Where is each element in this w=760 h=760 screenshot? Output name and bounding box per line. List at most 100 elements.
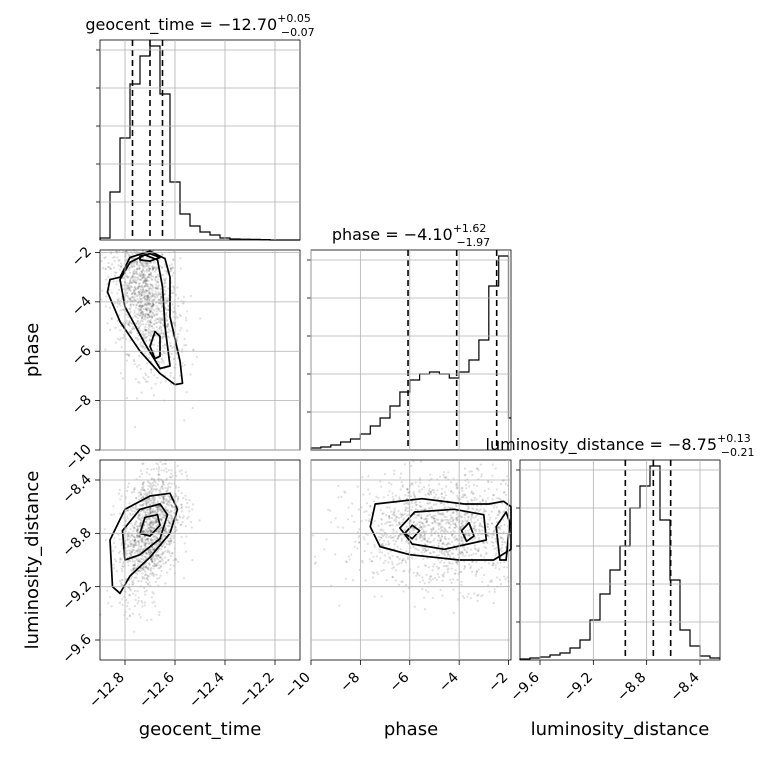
sample-point bbox=[172, 321, 175, 324]
sample-point bbox=[167, 495, 170, 498]
sample-point bbox=[143, 328, 146, 331]
sample-point bbox=[132, 545, 136, 548]
sample-point bbox=[131, 534, 134, 537]
sample-point bbox=[137, 558, 140, 561]
sample-point bbox=[136, 332, 139, 335]
sample-point bbox=[153, 313, 156, 316]
sample-point bbox=[145, 552, 148, 555]
sample-point bbox=[392, 498, 395, 501]
sample-point bbox=[168, 496, 171, 499]
sample-point bbox=[165, 325, 168, 328]
sample-point bbox=[437, 528, 440, 531]
sample-point bbox=[437, 524, 440, 527]
sample-point bbox=[140, 270, 143, 273]
sample-point bbox=[148, 526, 151, 529]
sample-point bbox=[125, 549, 128, 553]
sample-point bbox=[385, 579, 388, 582]
sample-point bbox=[439, 539, 442, 542]
sample-point bbox=[151, 546, 154, 549]
sample-point bbox=[141, 250, 145, 253]
sample-point bbox=[133, 327, 136, 330]
sample-point bbox=[165, 319, 168, 322]
sample-point bbox=[150, 368, 153, 371]
sample-point bbox=[157, 542, 161, 545]
sample-point bbox=[467, 507, 470, 510]
sample-point bbox=[141, 264, 145, 267]
sample-point bbox=[148, 498, 151, 501]
sample-point bbox=[170, 472, 173, 475]
sample-point bbox=[150, 371, 153, 374]
sample-point bbox=[452, 536, 455, 539]
sample-point bbox=[175, 494, 178, 498]
sample-point bbox=[144, 297, 147, 300]
sample-point bbox=[137, 287, 140, 290]
sample-point bbox=[398, 558, 401, 561]
sample-point bbox=[141, 272, 144, 275]
sample-point bbox=[382, 529, 385, 532]
sample-point bbox=[482, 510, 485, 513]
sample-point bbox=[136, 273, 139, 276]
sample-point bbox=[136, 287, 140, 290]
sample-point bbox=[138, 517, 141, 521]
sample-point bbox=[484, 510, 487, 513]
sample-point bbox=[329, 521, 333, 524]
sample-point bbox=[116, 570, 119, 573]
sample-point bbox=[168, 521, 171, 524]
sample-point bbox=[147, 552, 150, 555]
sample-point bbox=[435, 530, 438, 533]
sample-point bbox=[149, 548, 152, 551]
sample-point bbox=[452, 511, 455, 514]
sample-point bbox=[195, 356, 198, 359]
sample-point bbox=[164, 352, 167, 355]
sample-point bbox=[138, 498, 141, 501]
sample-point bbox=[163, 293, 166, 296]
sample-point bbox=[169, 266, 172, 270]
sample-point bbox=[143, 279, 146, 282]
sample-point bbox=[137, 291, 140, 294]
sample-point bbox=[161, 273, 165, 277]
sample-point bbox=[127, 287, 130, 290]
sample-point bbox=[484, 499, 488, 502]
sample-point bbox=[145, 302, 148, 305]
sample-point bbox=[151, 511, 154, 514]
sample-point bbox=[427, 502, 430, 505]
sample-point bbox=[494, 538, 497, 541]
sample-point bbox=[167, 519, 170, 522]
sample-point bbox=[133, 509, 136, 513]
sample-point bbox=[156, 312, 159, 315]
sample-point bbox=[152, 266, 155, 270]
sample-point bbox=[477, 568, 480, 571]
sample-point bbox=[184, 494, 187, 497]
sample-point bbox=[144, 316, 147, 319]
sample-point bbox=[334, 553, 337, 556]
sample-point bbox=[461, 489, 464, 492]
sample-point bbox=[167, 469, 170, 472]
sample-point bbox=[170, 504, 173, 507]
sample-point bbox=[162, 483, 165, 486]
sample-point bbox=[394, 540, 398, 543]
sample-point bbox=[160, 556, 163, 559]
sample-point bbox=[146, 335, 149, 338]
sample-point bbox=[427, 537, 430, 540]
sample-point bbox=[129, 296, 132, 299]
sample-point bbox=[150, 307, 153, 310]
sample-point bbox=[379, 480, 382, 483]
sample-point bbox=[142, 293, 146, 296]
sample-point bbox=[133, 535, 136, 539]
sample-point bbox=[499, 524, 503, 528]
sample-point bbox=[418, 489, 421, 492]
sample-point bbox=[156, 287, 159, 290]
sample-point bbox=[183, 363, 186, 367]
sample-point bbox=[154, 559, 157, 562]
sample-point bbox=[110, 605, 113, 608]
sample-point bbox=[103, 528, 106, 531]
sample-point bbox=[467, 505, 470, 508]
sample-point bbox=[158, 298, 161, 301]
sample-point bbox=[140, 537, 143, 540]
sample-point bbox=[170, 263, 173, 266]
sample-point bbox=[155, 462, 158, 465]
sample-point bbox=[163, 286, 166, 289]
sample-point bbox=[503, 490, 506, 493]
sample-point bbox=[169, 344, 172, 347]
sample-point bbox=[149, 541, 152, 544]
